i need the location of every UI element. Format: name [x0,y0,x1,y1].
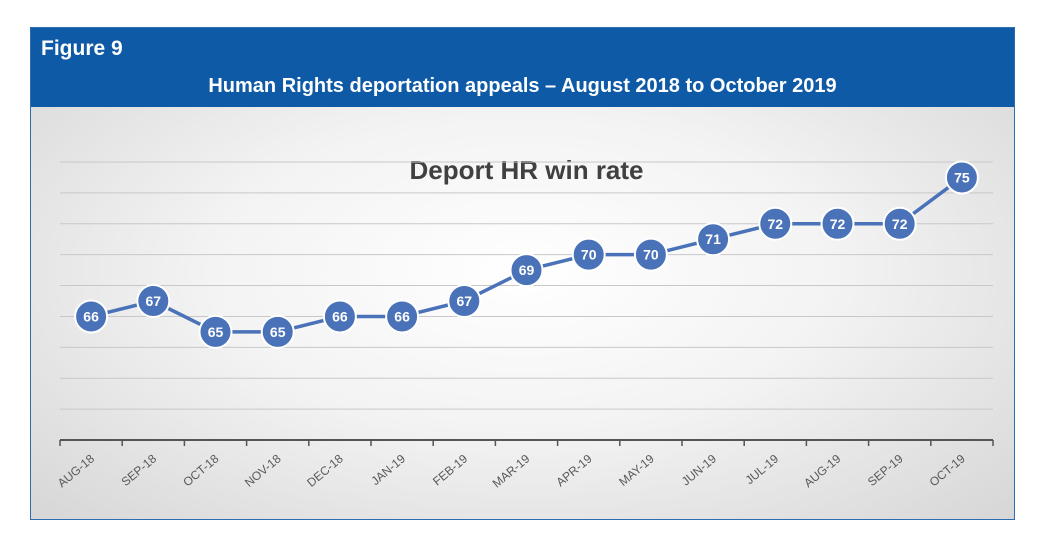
data-label: 65 [208,324,224,340]
x-tick-label: JUN-19 [679,451,719,488]
data-label: 65 [270,324,286,340]
x-tick-label: SEP-18 [119,451,160,489]
data-point [136,284,171,318]
x-tick-label: FEB-19 [430,451,470,488]
data-label: 67 [457,293,473,309]
data-point [322,299,357,334]
data-label: 70 [581,247,597,263]
line-chart: Deport HR win rate AUG-18 SEP-18 OCT-18 NOV-… [55,155,994,491]
data-point [944,160,979,195]
figure-label: Figure 9 [41,37,123,60]
data-label: 69 [519,262,535,278]
data-point [633,237,668,272]
figure-header: Figure 9 Human Rights deportation appeal… [31,28,1014,107]
x-tick-label: MAY-19 [616,451,657,489]
x-tick-label: APR-19 [553,451,594,489]
data-point [509,253,544,288]
x-tick-label: JAN-19 [368,451,408,488]
figure-title: Human Rights deportation appeals – Augus… [208,75,837,97]
data-point [571,237,606,272]
x-tick-label: AUG-19 [801,451,843,490]
data-point [447,284,482,318]
data-label: 66 [394,308,410,324]
data-label: 72 [830,216,846,232]
data-point [385,299,420,334]
data-label: 66 [332,308,348,324]
chart-title: Deport HR win rate [409,155,643,185]
x-tick-label: OCT-18 [180,451,221,489]
chart-area: Deport HR win rate AUG-18 SEP-18 OCT-18 NOV-… [31,107,1014,519]
x-tick-label: SEP-19 [865,451,906,489]
data-point [758,206,793,241]
data-label: 75 [954,169,970,185]
data-label: 72 [892,216,908,232]
figure-panel: Figure 9 Human Rights deportation appeal… [30,27,1015,520]
data-label: 72 [768,216,784,232]
data-point [260,314,295,349]
data-point [882,206,917,241]
data-label: 66 [83,308,99,324]
data-point [74,299,109,334]
x-tick-label: JUL-19 [743,451,782,487]
data-point [198,314,233,349]
x-tick-label: AUG-18 [55,451,97,490]
data-label: 70 [643,247,659,263]
x-tick-label: DEC-18 [304,451,346,489]
data-point [820,206,855,241]
x-tick-label: MAR-19 [490,451,533,490]
data-label: 67 [146,293,162,309]
data-point [696,222,731,257]
data-label: 71 [705,231,721,247]
x-tick-label: NOV-18 [242,451,284,489]
x-tick-label: OCT-19 [927,451,968,489]
